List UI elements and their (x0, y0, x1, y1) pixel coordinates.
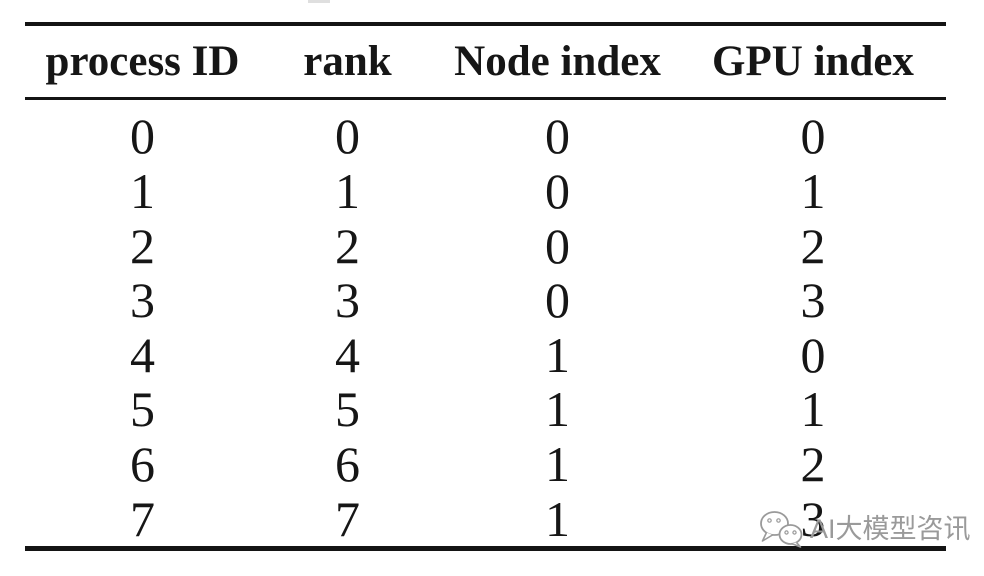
watermark-label: AI大模型咨讯 (810, 513, 971, 544)
table-cell: 6 (335, 436, 360, 493)
table-row: 7 7 1 3 (25, 491, 946, 546)
table-cell: 0 (545, 162, 570, 219)
table-cell: 1 (335, 162, 360, 219)
column-header-node-index: Node index (454, 38, 661, 85)
table-cell: 1 (800, 381, 826, 438)
table-row: 3 3 0 3 (25, 273, 946, 328)
table-cell: 4 (130, 326, 155, 383)
table-cell: 0 (545, 217, 570, 274)
watermark: AI大模型咨讯 (758, 510, 971, 548)
table-row: 1 1 0 1 (25, 164, 946, 219)
table-cell: 2 (800, 436, 826, 493)
table-row: 6 6 1 2 (25, 437, 946, 492)
table-header-row: process ID rank Node index GPU index (25, 26, 946, 97)
table-cell: 1 (545, 490, 570, 547)
column-header-rank: rank (303, 38, 392, 85)
table-cell: 6 (130, 436, 155, 493)
table-cell: 0 (130, 108, 155, 165)
column-header-gpu-index: GPU index (712, 38, 914, 85)
table-cell: 5 (335, 381, 360, 438)
table-cell: 7 (130, 490, 155, 547)
table-row: 0 0 0 0 (25, 109, 946, 164)
table-cell: 2 (800, 217, 826, 274)
table-bottom-rule (25, 546, 946, 551)
table-mid-rule (25, 97, 946, 100)
table-cell: 2 (335, 217, 360, 274)
table-cell: 1 (800, 162, 826, 219)
column-header-process-id: process ID (45, 38, 240, 85)
cropped-caption-artifact (308, 0, 330, 3)
table-cell: 3 (800, 490, 826, 547)
table-cell: 1 (545, 326, 570, 383)
table-row: 2 2 0 2 (25, 218, 946, 273)
table-cell: 3 (335, 272, 360, 329)
table-cell: 7 (335, 490, 360, 547)
table-top-rule (25, 22, 946, 26)
table-cell: 0 (545, 108, 570, 165)
table-cell: 4 (335, 326, 360, 383)
table-row: 4 4 1 0 (25, 328, 946, 383)
table-cell: 1 (130, 162, 155, 219)
table-cell: 0 (545, 272, 570, 329)
table-cell: 5 (130, 381, 155, 438)
table-cell: 1 (545, 436, 570, 493)
table-cell: 0 (800, 108, 826, 165)
table-cell: 1 (545, 381, 570, 438)
table-cell: 0 (335, 108, 360, 165)
table-cell: 2 (130, 217, 155, 274)
table-cell: 3 (130, 272, 155, 329)
table-cell: 3 (800, 272, 826, 329)
wechat-icon (760, 511, 803, 548)
table-cell: 0 (800, 326, 826, 383)
table-row: 5 5 1 1 (25, 382, 946, 437)
